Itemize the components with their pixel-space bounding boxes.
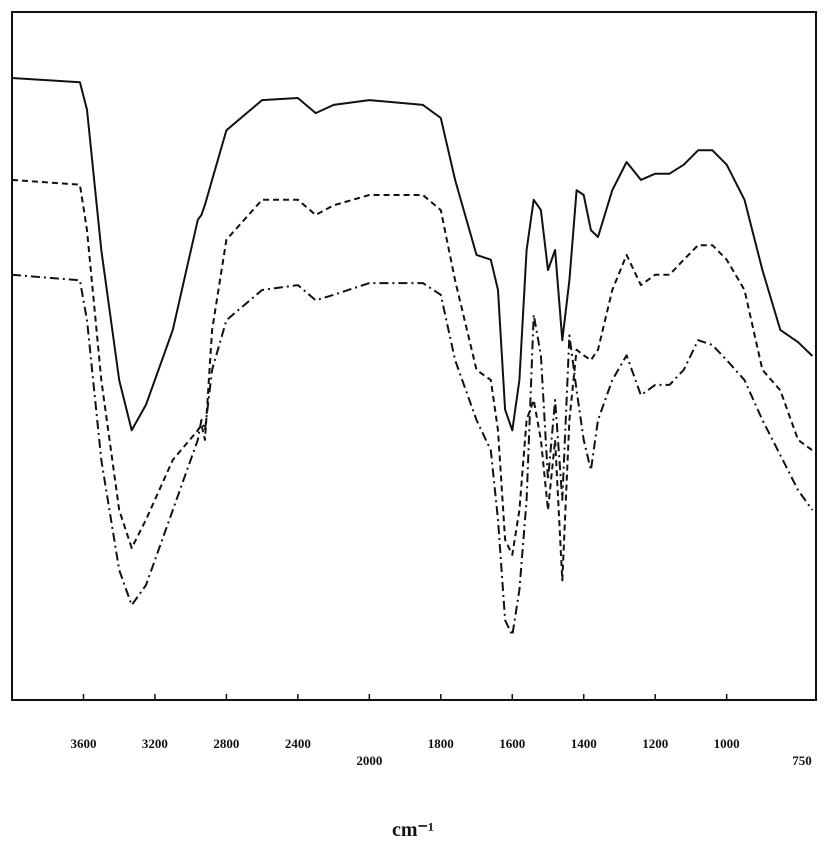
x-tick-label: 2800 — [213, 736, 239, 751]
spectrum-line — [11, 178, 813, 582]
spectrum-line — [11, 273, 814, 637]
x-tick-label: 1800 — [428, 736, 454, 751]
x-tick-label: 1000 — [714, 736, 740, 751]
x-tick-label: 3600 — [70, 736, 96, 751]
x-tick-label: 750 — [792, 753, 812, 768]
x-tick-label: 2000 — [356, 753, 382, 768]
x-axis-label: cm⁻¹ — [392, 819, 434, 841]
x-tick-label: 1400 — [571, 736, 597, 751]
x-tick-label: 3200 — [142, 736, 168, 751]
spectrum-line — [11, 77, 814, 432]
x-tick-label: 2400 — [285, 736, 311, 751]
x-tick-label: 1600 — [499, 736, 525, 751]
x-tick-label: 1200 — [642, 736, 668, 751]
plot-frame — [11, 11, 817, 701]
